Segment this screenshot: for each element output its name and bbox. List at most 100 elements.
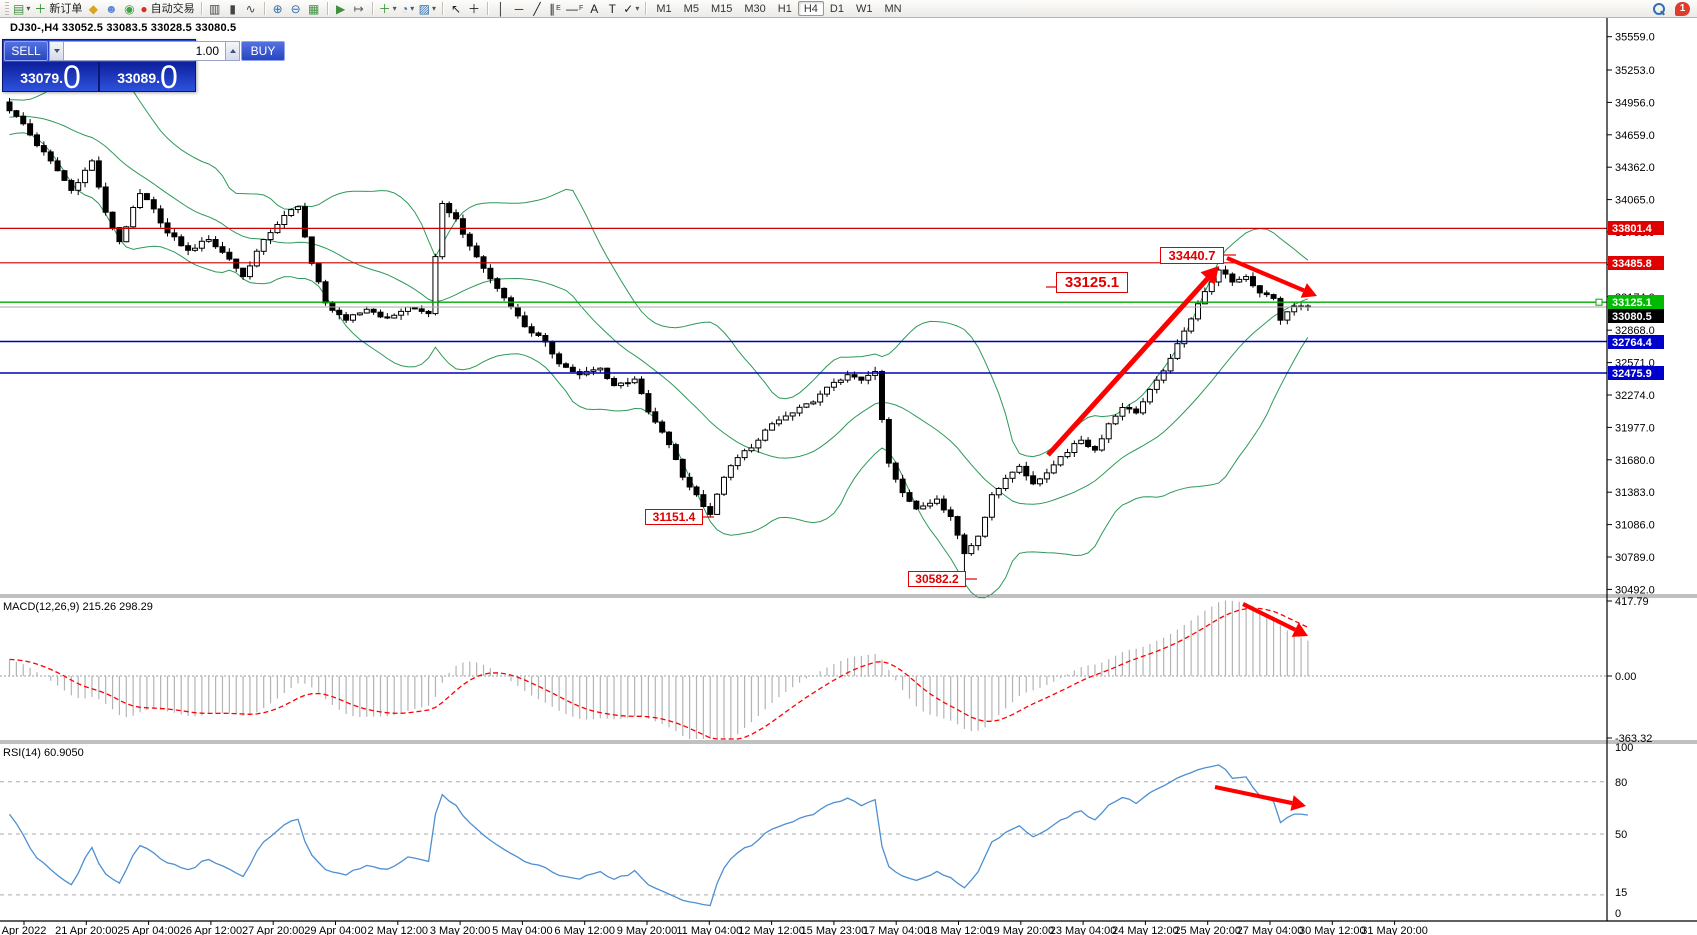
bar-chart-icon[interactable]: ▥ [206,1,224,17]
auto-scroll-icon[interactable]: ▶ [332,1,350,17]
line-chart-icon[interactable]: ∿ [242,1,260,17]
svg-text:27 May 04:00: 27 May 04:00 [1237,925,1304,935]
trendline-icon[interactable]: ╱ [528,1,546,17]
svg-text:31680.0: 31680.0 [1615,455,1655,467]
periods-button[interactable]: ◔ ▾ [399,1,417,17]
dropdown-caret-icon: ▾ [26,3,31,13]
triangle-down-icon [53,49,60,53]
trend-arrow[interactable] [1242,602,1297,632]
zoom-out-icon[interactable]: ⊖ [287,1,305,17]
new-order-button[interactable]: ＋新订单 [32,1,84,17]
svg-text:6 May 12:00: 6 May 12:00 [554,925,615,935]
svg-text:2 May 12:00: 2 May 12:00 [368,925,429,935]
text-label-icon[interactable]: T [603,1,621,17]
trend-arrow[interactable] [1046,276,1210,457]
dropdown-caret-icon: ▾ [635,3,640,13]
cursor-icon[interactable]: ↖ [447,1,465,17]
volume-increase-button[interactable] [225,41,240,61]
toolbar: ▤ ▾ ＋新订单 ◆ ☻ ◉ ● 自动交易 ▥ ▮ ∿ ⊕ ⊖ ▦ ▶ ↦ ＋ ▾ ◔ ▾ ▨ ▾ ↖ ＋ │ ─ ╱ ∥ E — F A T ✓… [0,0,1697,18]
auto-trading-button[interactable]: ● 自动交易 [138,1,196,17]
trend-arrow-head [1300,283,1317,298]
templates-button[interactable]: ▨ ▾ [417,1,438,17]
vertical-line-icon-glyph: │ [497,1,505,16]
auto-trading-glyph: ● [140,1,148,16]
eraser-icon-glyph: ◆ [88,1,98,16]
candlestick-chart-icon[interactable]: ▮ [224,1,242,17]
macd-panel [0,600,1607,740]
text-icon[interactable]: A [585,1,603,17]
price-annotation-33125.1[interactable]: 33125.1 [1056,272,1128,293]
svg-text:25 Apr 04:00: 25 Apr 04:00 [117,925,179,935]
svg-text:31977.0: 31977.0 [1615,422,1655,434]
trend-arrows[interactable] [703,254,1317,811]
price-axis: 35559.0 35253.0 34956.0 34659.0 34362.0 34065… [2,32,1664,935]
eraser-icon[interactable]: ◆ [84,1,102,17]
timeframe-button-h4[interactable]: H4 [797,1,824,16]
sell-button[interactable]: SELL [4,41,48,61]
volume-decrease-button[interactable] [49,41,64,61]
svg-text:30789.0: 30789.0 [1615,552,1655,564]
signals-icon[interactable]: ◉ [120,1,138,17]
sell-price[interactable]: 33079. 0 [3,61,98,93]
buy-price[interactable]: 33089. 0 [98,59,195,95]
timeframe-button-d1[interactable]: D1 [829,2,844,15]
search-icon[interactable] [1653,2,1665,15]
vertical-line-icon[interactable]: │ [492,1,510,17]
svg-text:417.79: 417.79 [1615,596,1649,608]
indicators-button[interactable]: ＋ ▾ [377,1,399,17]
timeframe-button-h1[interactable]: H1 [777,2,792,15]
dropdown-caret-icon: ▾ [432,3,437,13]
buy-price-big-digit: 0 [160,59,178,95]
chart-frame [0,18,1697,922]
svg-text:32764.4: 32764.4 [1612,337,1653,349]
svg-text:29 Apr 04:00: 29 Apr 04:00 [304,925,366,935]
timeframe-button-m1[interactable]: M1 [656,2,672,15]
auto-scroll-icon-glyph: ▶ [336,1,346,16]
equidistant-channel-icon[interactable]: ∥ E [546,1,564,17]
templates-glyph: ▨ [418,1,430,16]
one-click-trade-panel: SELL BUY 33079.0 33089.0 [2,39,285,95]
buy-button[interactable]: BUY [241,41,285,61]
tile-windows-icon[interactable]: ▦ [305,1,323,17]
crosshair-icon[interactable]: ＋ [465,1,483,17]
horizontal-level-lines[interactable] [0,227,1607,374]
indicators-glyph: ＋ [378,1,391,16]
svg-text:27 Apr 20:00: 27 Apr 20:00 [242,925,304,935]
price-badge-32764.4 [1608,335,1664,349]
toolbar-separator [326,2,328,15]
timeframe-button-m15[interactable]: M15 [710,2,733,15]
fibonacci-icon[interactable]: — F [564,1,585,17]
tile-windows-icon-glyph: ▦ [307,1,320,16]
trend-arrow[interactable] [1214,784,1293,806]
bar-chart-icon-glyph: ▥ [208,1,221,16]
timeframe-button-w1[interactable]: W1 [855,2,873,15]
line-handle[interactable] [1595,298,1603,306]
notifications-badge[interactable]: 1 [1675,1,1690,16]
timeframe-button-m30[interactable]: M30 [744,2,766,15]
svg-text:35559.0: 35559.0 [1615,32,1655,44]
zoom-in-icon[interactable]: ⊕ [269,1,287,17]
text-label-icon-glyph: T [608,1,616,16]
volume-input[interactable] [64,41,225,61]
new-order-glyph: ＋ [34,1,47,16]
svg-text:0.00: 0.00 [1615,671,1636,683]
arrows-button[interactable]: ✓ ▾ [621,1,641,17]
chart-shift-icon[interactable]: ↦ [350,1,368,17]
dropdown-caret-icon: ▾ [392,3,397,13]
price-annotation-30582.2[interactable]: 30582.2 [908,571,966,587]
new-chart-button[interactable]: ▤ ▾ [11,1,32,17]
svg-text:23 May 04:00: 23 May 04:00 [1050,925,1117,935]
svg-text:17 May 04:00: 17 May 04:00 [863,925,930,935]
timeframe-button-m5[interactable]: M5 [683,2,699,15]
svg-text:31383.0: 31383.0 [1615,487,1655,499]
text-icon-glyph: A [590,1,599,16]
svg-text:32274.0: 32274.0 [1615,390,1655,402]
trend-arrow[interactable] [1226,256,1305,293]
price-annotation-33440.7[interactable]: 33440.7 [1160,247,1224,264]
macd-indicator-label: MACD(12,26,9) 215.26 298.29 [3,601,153,613]
timeframe-button-mn[interactable]: MN [884,2,902,15]
price-annotation-31151.4[interactable]: 31151.4 [645,509,703,525]
profile-icon[interactable]: ☻ [102,1,120,17]
horizontal-line-icon[interactable]: ─ [510,1,528,17]
